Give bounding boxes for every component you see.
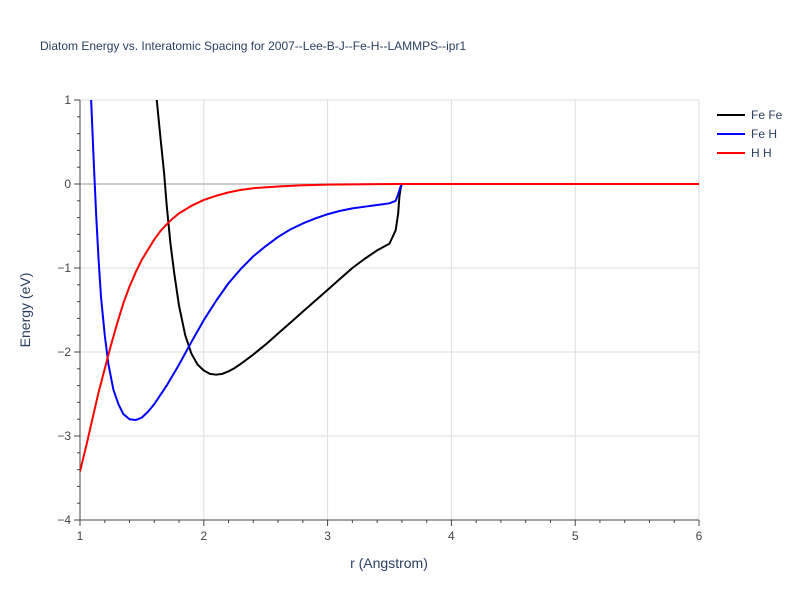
series-line-fe-h <box>90 100 699 422</box>
x-tick-label: 6 <box>696 529 703 543</box>
axes <box>74 99 700 526</box>
x-tick-label: 5 <box>572 529 579 543</box>
x-tick-label: 4 <box>448 529 455 543</box>
legend-label-h-h: H H <box>751 146 772 160</box>
x-tick-label: 1 <box>77 529 84 543</box>
legend-label-fe-fe: Fe Fe <box>751 108 783 122</box>
y-tick-label: 0 <box>64 177 71 191</box>
y-axis-title: Energy (eV) <box>17 273 33 348</box>
x-tick-label: 2 <box>200 529 207 543</box>
y-tick-label: −4 <box>57 513 71 527</box>
x-tick-label: 3 <box>324 529 331 543</box>
series-lines <box>80 100 699 473</box>
tick-labels: 1 2 3 4 5 6 1 0 −1 −2 −3 −4 <box>57 93 702 543</box>
legend-label-fe-h: Fe H <box>751 127 777 141</box>
y-tick-label: −3 <box>57 429 71 443</box>
series-line-h-h <box>80 183 699 473</box>
legend: Fe Fe Fe H H H <box>717 108 783 160</box>
y-tick-label: −2 <box>57 345 71 359</box>
y-tick-label: 1 <box>64 93 71 107</box>
y-tick-label: −1 <box>57 261 71 275</box>
chart-title: Diatom Energy vs. Interatomic Spacing fo… <box>40 39 466 53</box>
x-axis-title: r (Angstrom) <box>350 555 428 571</box>
